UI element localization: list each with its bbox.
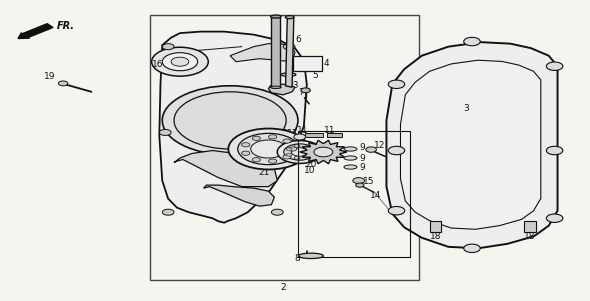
Text: 18: 18 <box>430 232 441 241</box>
Circle shape <box>251 140 286 158</box>
Text: 3: 3 <box>463 104 469 113</box>
Text: 14: 14 <box>370 191 382 200</box>
Circle shape <box>253 136 261 140</box>
Circle shape <box>286 148 292 151</box>
Circle shape <box>159 129 171 135</box>
Circle shape <box>277 129 289 135</box>
Polygon shape <box>386 42 558 248</box>
Text: 18: 18 <box>524 232 536 241</box>
Text: 9: 9 <box>359 163 365 172</box>
FancyBboxPatch shape <box>524 221 536 232</box>
Circle shape <box>228 129 309 169</box>
Circle shape <box>162 86 298 155</box>
Circle shape <box>58 81 68 86</box>
Text: 17: 17 <box>287 129 299 138</box>
Polygon shape <box>401 60 541 229</box>
Circle shape <box>546 214 563 222</box>
Polygon shape <box>159 32 307 223</box>
FancyBboxPatch shape <box>305 133 323 137</box>
Text: 4: 4 <box>324 59 330 68</box>
Circle shape <box>546 146 563 155</box>
Circle shape <box>294 156 300 159</box>
Circle shape <box>366 147 376 152</box>
Circle shape <box>314 147 333 157</box>
Text: 13: 13 <box>288 81 300 90</box>
Text: 15: 15 <box>363 177 375 186</box>
Text: 9: 9 <box>359 154 365 163</box>
Circle shape <box>304 146 310 149</box>
Circle shape <box>464 37 480 46</box>
Circle shape <box>253 158 261 162</box>
Text: 11: 11 <box>297 126 309 135</box>
Circle shape <box>241 143 250 147</box>
Polygon shape <box>204 185 274 206</box>
Text: 11: 11 <box>323 126 335 135</box>
Text: 8: 8 <box>294 254 300 263</box>
Circle shape <box>277 141 322 163</box>
Text: 5: 5 <box>313 71 319 80</box>
Text: 20: 20 <box>305 160 317 169</box>
Ellipse shape <box>286 16 294 19</box>
Ellipse shape <box>270 15 281 18</box>
Circle shape <box>171 57 189 66</box>
Circle shape <box>286 153 292 156</box>
Text: 21: 21 <box>258 168 270 177</box>
Polygon shape <box>230 44 295 62</box>
Ellipse shape <box>270 86 281 88</box>
Circle shape <box>546 62 563 70</box>
Circle shape <box>283 44 295 50</box>
FancyBboxPatch shape <box>327 133 342 137</box>
Text: 9: 9 <box>359 143 365 152</box>
Text: 6: 6 <box>295 35 301 44</box>
FancyBboxPatch shape <box>293 56 322 71</box>
Circle shape <box>294 145 300 148</box>
Ellipse shape <box>344 156 357 160</box>
Text: 16: 16 <box>152 60 164 69</box>
Polygon shape <box>286 17 294 87</box>
Circle shape <box>241 151 250 155</box>
Circle shape <box>271 209 283 215</box>
Circle shape <box>162 53 198 71</box>
Circle shape <box>353 178 365 184</box>
Ellipse shape <box>299 253 323 259</box>
Circle shape <box>152 47 208 76</box>
Circle shape <box>283 139 291 143</box>
Circle shape <box>174 92 286 149</box>
Circle shape <box>464 244 480 253</box>
Text: 2: 2 <box>280 283 286 292</box>
Text: 12: 12 <box>373 141 385 150</box>
Ellipse shape <box>344 165 357 169</box>
Circle shape <box>356 183 364 187</box>
Circle shape <box>284 144 316 160</box>
FancyBboxPatch shape <box>430 221 441 232</box>
Text: FR.: FR. <box>57 21 76 31</box>
Circle shape <box>162 44 174 50</box>
Circle shape <box>291 148 308 156</box>
Circle shape <box>301 88 310 93</box>
Polygon shape <box>300 140 347 164</box>
Circle shape <box>268 135 277 139</box>
Polygon shape <box>174 150 277 187</box>
Circle shape <box>388 80 405 88</box>
Circle shape <box>309 150 314 154</box>
Circle shape <box>388 206 405 215</box>
Circle shape <box>289 147 297 151</box>
Circle shape <box>268 159 277 163</box>
Ellipse shape <box>281 73 296 76</box>
Circle shape <box>283 155 291 159</box>
Circle shape <box>294 134 306 140</box>
Text: 7: 7 <box>298 88 304 97</box>
Circle shape <box>162 209 174 215</box>
FancyArrow shape <box>18 24 53 39</box>
Text: 10: 10 <box>304 166 316 175</box>
Circle shape <box>388 146 405 155</box>
Polygon shape <box>271 17 280 87</box>
Circle shape <box>238 133 299 165</box>
Circle shape <box>304 155 310 158</box>
Ellipse shape <box>344 147 357 151</box>
Polygon shape <box>268 84 295 95</box>
Text: 19: 19 <box>44 72 56 81</box>
